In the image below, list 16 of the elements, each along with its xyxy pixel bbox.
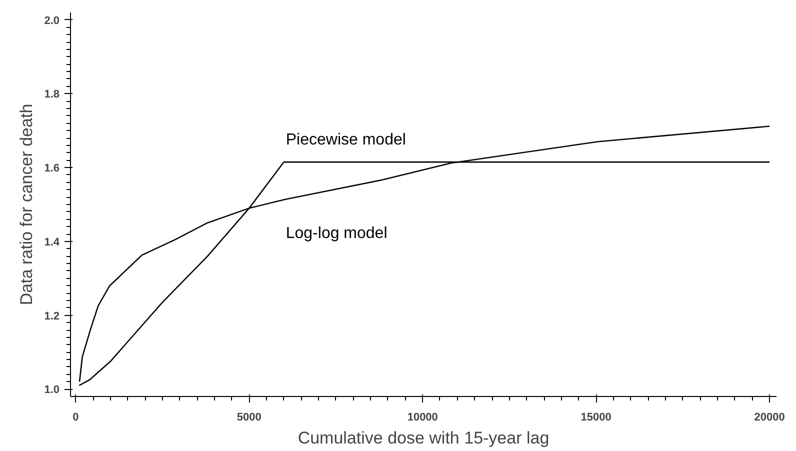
y-tick-label: 1.8	[44, 88, 60, 101]
x-tick-label: 15000	[580, 412, 612, 424]
y-tick-label: 2.0	[44, 14, 60, 27]
x-axis-title: Cumulative dose with 15-year lag	[298, 428, 550, 448]
line-series	[78, 126, 770, 382]
series-label: Piecewise model	[286, 132, 406, 149]
x-tick-label: 5000	[236, 412, 262, 424]
y-tick-label: 1.0	[44, 384, 60, 396]
x-tick-label: 10000	[407, 412, 438, 424]
y-tick-label: 1.4	[44, 236, 60, 248]
series-label: Log-log model	[286, 225, 388, 242]
y-tick-label: 1.6	[44, 162, 60, 175]
y-axis-title: Data ratio for cancer death	[17, 104, 36, 306]
x-tick-label: 0	[72, 412, 79, 424]
x-tick-label: 20000	[754, 412, 785, 424]
y-tick-label: 1.2	[44, 310, 60, 322]
